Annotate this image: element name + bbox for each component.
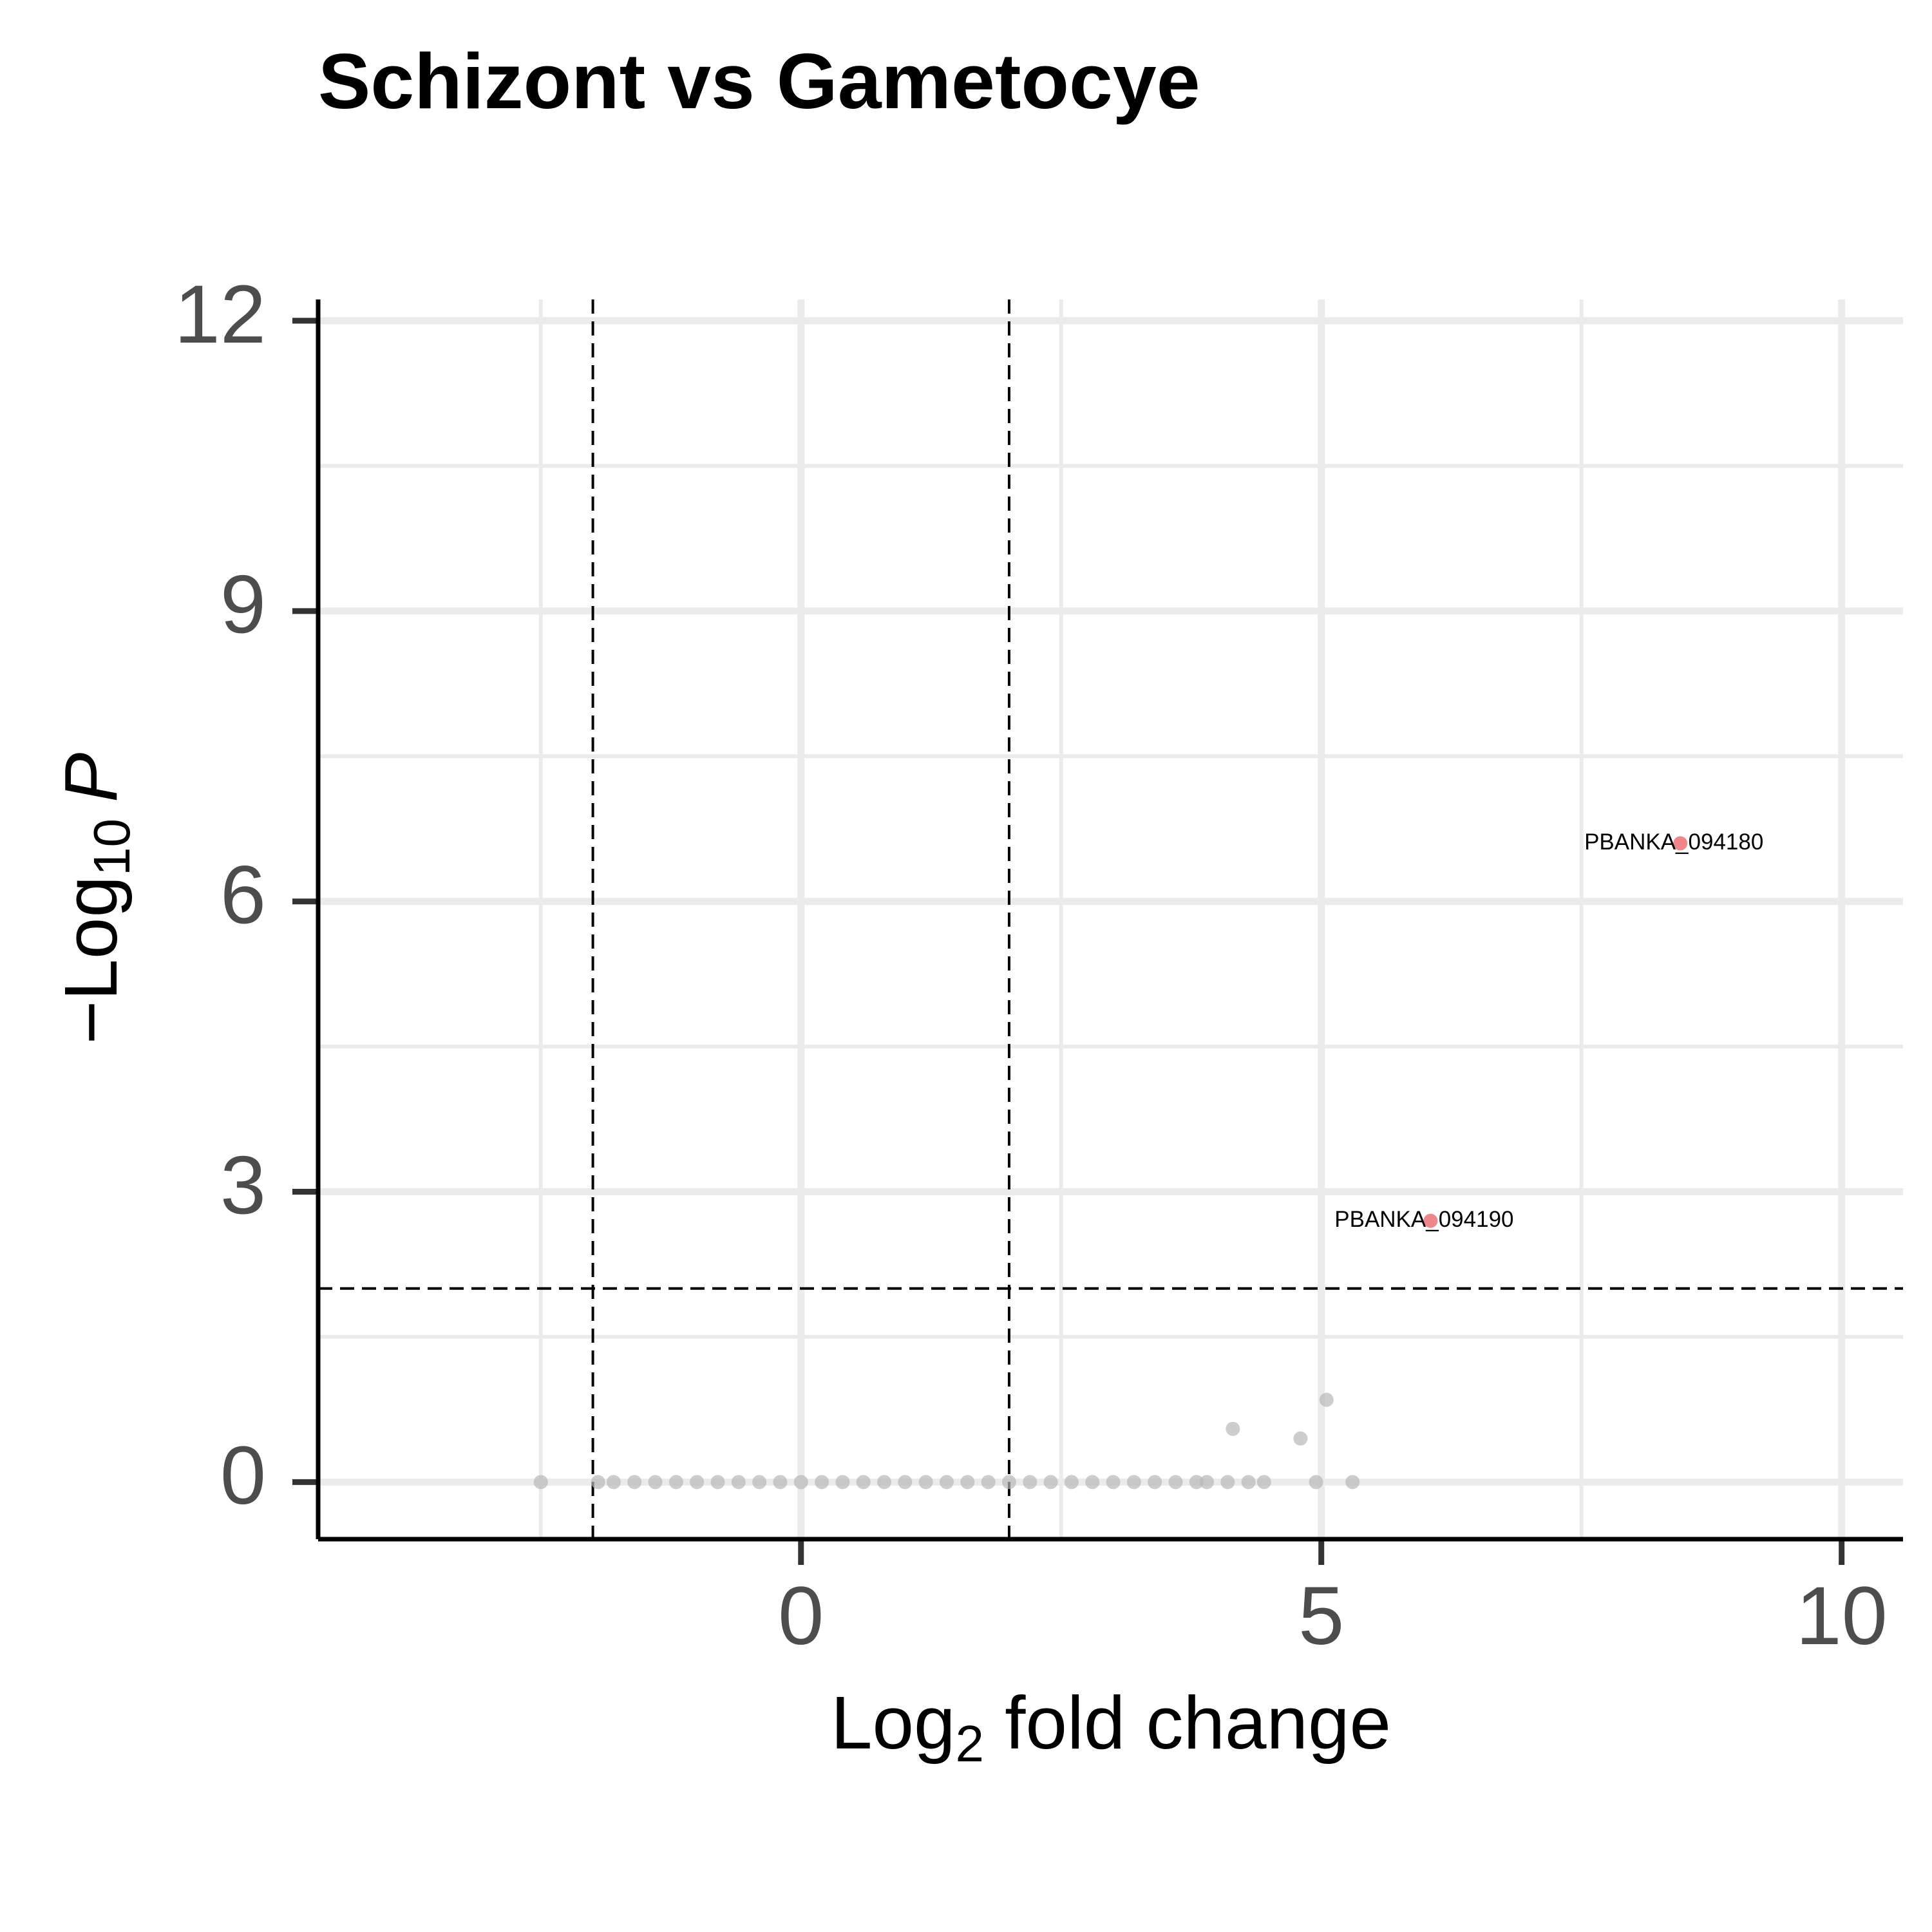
point bbox=[1423, 1213, 1438, 1228]
point bbox=[1126, 1475, 1141, 1490]
x-axis-label: Log2 fold change bbox=[831, 1681, 1391, 1773]
point-label: PBANKA_094180 bbox=[1584, 829, 1763, 855]
point bbox=[1345, 1475, 1360, 1490]
y-tick-label: 3 bbox=[220, 1139, 266, 1231]
point bbox=[1023, 1475, 1037, 1490]
point bbox=[981, 1475, 996, 1490]
y-label-base: −Log bbox=[49, 876, 133, 1044]
y-label-sub: 10 bbox=[83, 819, 140, 876]
point bbox=[1001, 1475, 1016, 1490]
point bbox=[939, 1475, 954, 1490]
y-tick-label: 12 bbox=[175, 269, 266, 361]
point bbox=[1085, 1475, 1100, 1490]
point bbox=[773, 1475, 788, 1490]
point bbox=[815, 1475, 829, 1490]
point bbox=[1673, 836, 1688, 851]
x-tick-label: 0 bbox=[778, 1570, 824, 1662]
point bbox=[731, 1475, 746, 1490]
x-label-base: Log bbox=[831, 1681, 956, 1765]
point bbox=[918, 1475, 933, 1490]
x-tick-label: 10 bbox=[1795, 1570, 1887, 1662]
point bbox=[627, 1475, 642, 1490]
point bbox=[648, 1475, 663, 1490]
point bbox=[877, 1475, 892, 1490]
point bbox=[606, 1475, 621, 1490]
point bbox=[752, 1475, 767, 1490]
point bbox=[668, 1475, 683, 1490]
point-label: PBANKA_094190 bbox=[1334, 1207, 1513, 1232]
point bbox=[1064, 1475, 1079, 1490]
point bbox=[856, 1475, 871, 1490]
point bbox=[1241, 1475, 1256, 1490]
y-axis-label: −Log10 P bbox=[49, 753, 141, 1045]
point bbox=[1220, 1475, 1235, 1490]
point bbox=[793, 1475, 808, 1490]
point bbox=[1319, 1392, 1334, 1407]
point bbox=[835, 1475, 850, 1490]
y-tick-label: 0 bbox=[220, 1430, 266, 1522]
y-tick-label: 6 bbox=[220, 849, 266, 942]
point bbox=[690, 1475, 705, 1490]
point bbox=[1256, 1475, 1271, 1490]
point bbox=[960, 1475, 975, 1490]
point bbox=[1168, 1475, 1183, 1490]
point bbox=[1226, 1421, 1240, 1436]
chart-title: Schizont vs Gametocye bbox=[318, 37, 1200, 125]
point bbox=[898, 1475, 913, 1490]
point bbox=[591, 1475, 605, 1490]
point bbox=[1199, 1475, 1214, 1490]
point bbox=[1293, 1431, 1308, 1446]
y-tick-label: 9 bbox=[220, 559, 266, 651]
point bbox=[1309, 1475, 1323, 1490]
x-tick-label: 5 bbox=[1298, 1570, 1344, 1662]
point bbox=[1148, 1475, 1162, 1490]
point bbox=[1106, 1475, 1121, 1490]
y-label-rest: P bbox=[49, 753, 133, 802]
x-label-rest: fold change bbox=[984, 1681, 1391, 1765]
point bbox=[1043, 1475, 1058, 1490]
x-label-sub: 2 bbox=[955, 1715, 984, 1772]
point bbox=[533, 1475, 548, 1490]
point bbox=[1189, 1475, 1204, 1490]
point bbox=[710, 1475, 725, 1490]
